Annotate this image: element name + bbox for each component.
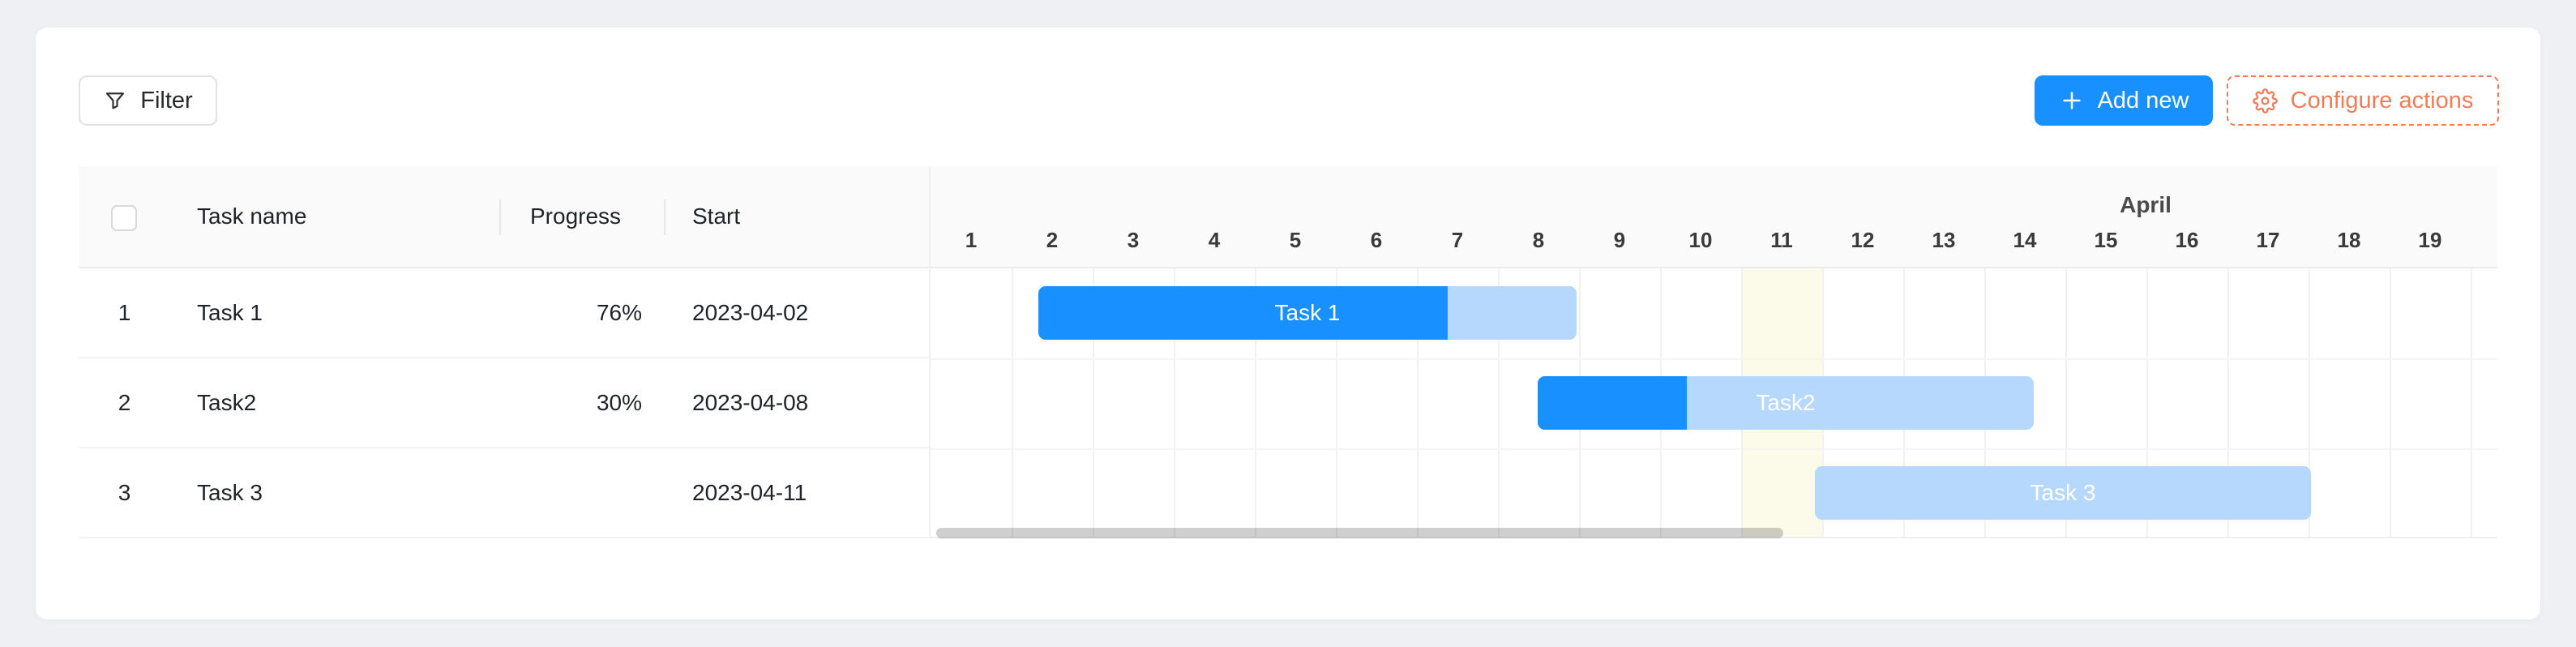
day-label-9: 9 (1613, 228, 1626, 252)
day-label-15: 15 (2094, 228, 2118, 252)
grid-line-horizontal (931, 358, 2497, 360)
day-label-11: 11 (1770, 228, 1793, 252)
grid-line-vertical (1336, 268, 1337, 537)
day-label-3: 3 (1127, 228, 1140, 252)
task-table: Task name Progress Start 1 Task 1 76% 2023-… (79, 166, 929, 538)
grid-line-vertical (2146, 268, 2148, 537)
filter-button[interactable]: Filter (79, 75, 217, 126)
progress-cell: 76% (596, 299, 642, 325)
grid-line-vertical (1417, 268, 1419, 537)
gear-icon (2252, 88, 2278, 114)
configure-actions-button[interactable]: Configure actions (2227, 75, 2499, 126)
gantt-bar-progress-fill (1038, 286, 1448, 340)
task-name-cell: Task 1 (197, 299, 263, 325)
start-date-cell: 2023-04-02 (692, 299, 809, 325)
day-label-4: 4 (1208, 228, 1221, 252)
gantt-bar-2[interactable]: Task2 (1538, 376, 2034, 430)
grid-line-vertical (2227, 268, 2229, 537)
gantt-bar-label: Task 1 (1274, 300, 1341, 325)
day-label-17: 17 (2256, 228, 2280, 252)
filter-icon (106, 92, 125, 109)
column-separator (499, 199, 501, 235)
grid-line-vertical (2390, 268, 2391, 537)
task-name-cell: Task 3 (197, 479, 263, 505)
column-header-task-name: Task name (197, 204, 307, 229)
grid-line-vertical (1093, 268, 1094, 537)
gantt-bar-3[interactable]: Task 3 (1815, 466, 2311, 520)
grid-line-vertical (1012, 268, 1013, 537)
column-header-start: Start (692, 204, 741, 229)
day-label-2: 2 (1046, 228, 1059, 252)
day-label-12: 12 (1851, 228, 1875, 252)
day-label-8: 8 (1532, 228, 1545, 252)
add-new-button[interactable]: Add new (2035, 75, 2213, 126)
plus-icon (2062, 92, 2081, 109)
task-table-header: Task name Progress Start (79, 166, 929, 268)
month-label: April (2120, 192, 2172, 217)
gantt-container: Task name Progress Start 1 Task 1 76% 2023-… (79, 166, 2497, 538)
grid-line-vertical (1498, 268, 1500, 537)
gantt-bar-label: Task2 (1756, 390, 1816, 415)
gantt-grid: Task 1 Task2 Task 3 (931, 268, 2497, 537)
grid-line-vertical (1174, 268, 1175, 537)
grid-line-vertical (2309, 268, 2310, 537)
start-date-cell: 2023-04-08 (692, 389, 809, 415)
add-new-button-label: Add new (2097, 87, 2189, 114)
column-header-progress: Progress (530, 204, 622, 229)
task-row[interactable]: 3 Task 3 2023-04-11 (79, 448, 929, 538)
horizontal-scrollbar-thumb[interactable] (936, 528, 1783, 538)
day-label-16: 16 (2175, 228, 2199, 252)
day-label-5: 5 (1289, 228, 1302, 252)
day-label-13: 13 (1932, 228, 1956, 252)
day-label-19: 19 (2418, 228, 2442, 252)
start-date-cell: 2023-04-11 (692, 479, 807, 505)
day-label-6: 6 (1370, 228, 1383, 252)
day-label-1: 1 (965, 228, 978, 252)
grid-line-vertical (2471, 268, 2472, 537)
grid-line-horizontal (931, 448, 2497, 450)
day-label-10: 10 (1688, 228, 1713, 252)
day-label-14: 14 (2013, 228, 2037, 252)
row-number-cell: 3 (118, 479, 131, 505)
timeline-header: April 1 2 3 4 5 6 7 8 9 10 11 12 13 14 15 16 17 18 19 (931, 166, 2497, 268)
progress-cell: 30% (596, 389, 642, 415)
grid-line-vertical (1255, 268, 1256, 537)
gantt-bar-1[interactable]: Task 1 (1038, 286, 1577, 340)
filter-button-label: Filter (140, 87, 193, 114)
configure-actions-button-label: Configure actions (2290, 87, 2474, 114)
select-all-checkbox[interactable] (111, 205, 137, 231)
gantt-bar-progress-fill (1538, 376, 1687, 430)
row-number-cell: 1 (118, 299, 131, 325)
column-separator (664, 199, 665, 235)
gantt-chart: April 1 2 3 4 5 6 7 8 9 10 11 12 13 14 15 16 17 18 19 Task… (929, 166, 2497, 538)
day-label-7: 7 (1451, 228, 1464, 252)
task-row[interactable]: 1 Task 1 76% 2023-04-02 (79, 268, 929, 358)
grid-line-vertical (2065, 268, 2067, 537)
gantt-bar-label: Task 3 (2030, 480, 2096, 505)
day-label-18: 18 (2337, 228, 2361, 252)
row-number-cell: 2 (118, 389, 131, 415)
task-name-cell: Task2 (197, 389, 257, 415)
task-row[interactable]: 2 Task2 30% 2023-04-08 (79, 358, 929, 448)
